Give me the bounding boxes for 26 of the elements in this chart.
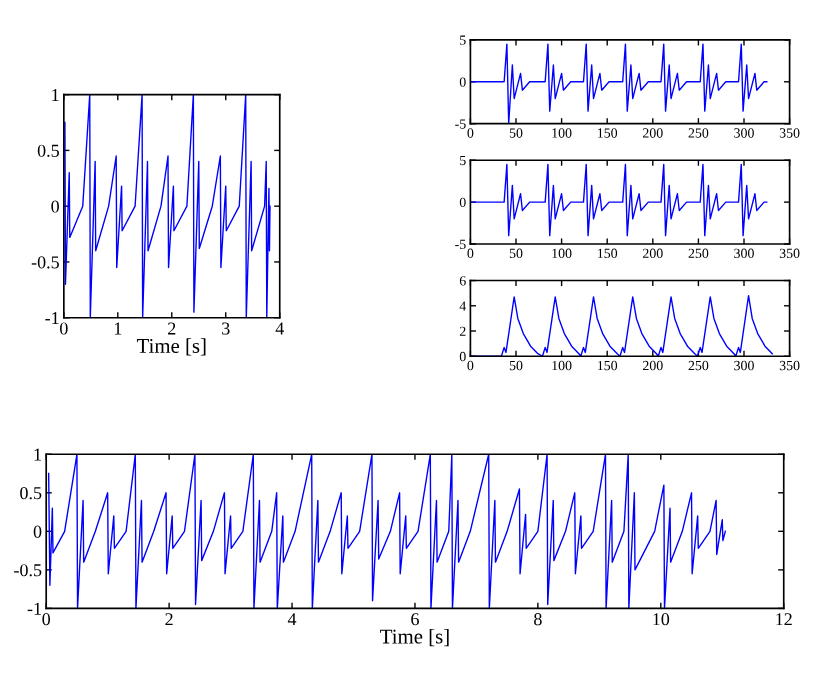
x-tick-label: 4 — [275, 322, 284, 335]
x-axis-title: Time [s] — [136, 338, 206, 356]
y-tick-label: 0.5 — [37, 144, 59, 157]
x-tick-label: 2 — [165, 613, 173, 626]
x-tick-label: 4 — [287, 613, 297, 626]
line-series — [47, 454, 727, 609]
x-tick-label: 6 — [411, 613, 419, 626]
y-tick-label: -1 — [27, 602, 41, 615]
y-tick-label: 0 — [33, 525, 42, 538]
y-tick-label: 0.5 — [20, 487, 42, 500]
x-axis-title: Time [s] — [380, 628, 449, 647]
x-tick-label: 0 — [60, 322, 68, 335]
line-series — [470, 163, 768, 237]
line-series — [470, 43, 768, 124]
y-tick-label: 1 — [52, 88, 59, 101]
x-tick-label: 12 — [776, 613, 792, 626]
x-tick-label: 2 — [168, 322, 176, 335]
y-tick-label: -1 — [45, 312, 59, 324]
y-tick-label: -0.5 — [31, 256, 59, 269]
x-tick-label: 3 — [222, 322, 230, 335]
y-tick-label: 0 — [51, 200, 59, 213]
y-tick-label: 1 — [34, 448, 41, 461]
y-tick-label: -0.5 — [14, 564, 42, 577]
x-tick-label: 1 — [114, 322, 122, 335]
x-tick-label: 10 — [653, 613, 670, 626]
x-tick-label: 8 — [534, 613, 542, 626]
